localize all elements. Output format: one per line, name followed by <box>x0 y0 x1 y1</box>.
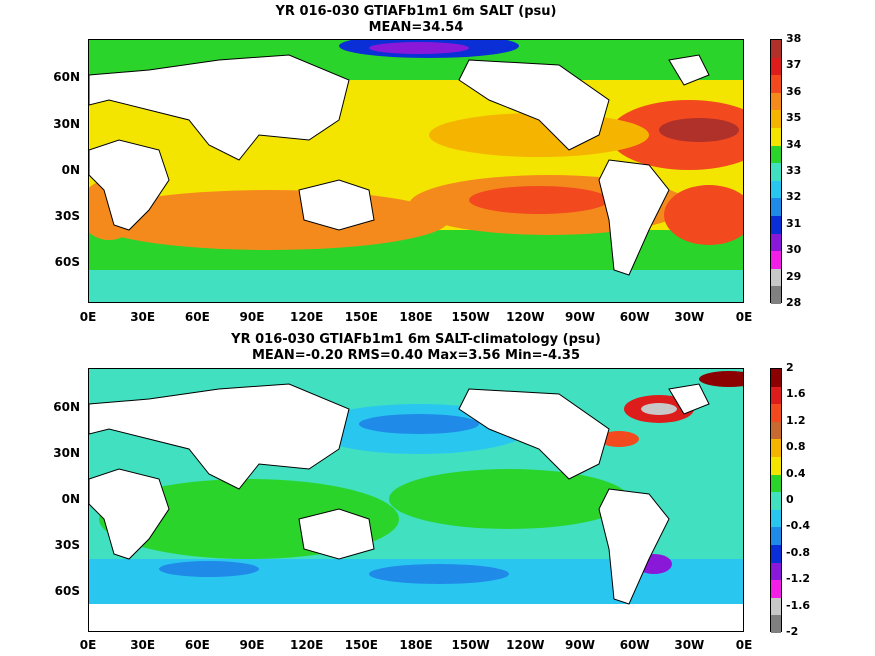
lat-label: 0N <box>61 492 80 506</box>
colorbar-swatch <box>771 198 781 216</box>
colorbar <box>770 39 782 304</box>
lon-label: 0E <box>79 638 97 652</box>
colorbar-label: 35 <box>786 111 802 125</box>
lat-label: 60N <box>53 400 80 414</box>
colorbar-swatch <box>771 456 781 475</box>
lat-label: 30S <box>54 209 80 223</box>
lon-label: 120E <box>290 638 324 652</box>
salinity-map <box>88 39 744 303</box>
lat-label: 60N <box>53 70 80 84</box>
colorbar-label: 30 <box>786 243 802 257</box>
lon-label: 150W <box>451 638 490 652</box>
colorbar-swatch <box>771 268 781 287</box>
colorbar <box>770 368 782 633</box>
lon-label: 0E <box>79 310 97 324</box>
colorbar-swatch <box>771 110 781 128</box>
colorbar-swatch <box>771 163 781 181</box>
colorbar-swatch <box>771 544 781 563</box>
lon-label: 180E <box>399 638 433 652</box>
colorbar-swatch <box>771 92 781 111</box>
colorbar-swatch <box>771 509 781 528</box>
lon-label: 90E <box>239 638 265 652</box>
colorbar-swatch <box>771 180 781 199</box>
colorbar-label: 1.6 <box>786 387 806 401</box>
colorbar-swatch <box>771 145 781 164</box>
lat-label: 30S <box>54 538 80 552</box>
lon-label: 120E <box>290 310 324 324</box>
colorbar-label: -0.8 <box>786 545 811 559</box>
lon-label: 0E <box>735 310 753 324</box>
anomaly-map <box>88 368 744 632</box>
colorbar-label: 32 <box>786 190 802 204</box>
colorbar-swatch <box>771 127 781 146</box>
colorbar-swatch <box>771 286 781 304</box>
colorbar-swatch <box>771 439 781 457</box>
lon-label: 180E <box>399 310 433 324</box>
colorbar-swatch <box>771 57 781 76</box>
colorbar-swatch <box>771 615 781 633</box>
lon-label: 90W <box>565 638 595 652</box>
colorbar-label: 36 <box>786 84 802 98</box>
lat-label: 60S <box>54 255 80 269</box>
lon-label: 30W <box>674 310 705 324</box>
colorbar-swatch <box>771 233 781 252</box>
lon-label: 120W <box>506 310 545 324</box>
colorbar-swatch <box>771 597 781 616</box>
colorbar-swatch <box>771 251 781 269</box>
colorbar-swatch <box>771 562 781 581</box>
colorbar-swatch <box>771 40 781 58</box>
colorbar-swatch <box>771 580 781 598</box>
colorbar-label: -1.6 <box>786 598 811 612</box>
panel2-subtitle: MEAN=-0.20 RMS=0.40 Max=3.56 Min=-4.35 <box>251 348 581 363</box>
lon-label: 60W <box>619 310 650 324</box>
colorbar-label: 1.2 <box>786 413 806 427</box>
colorbar-label: 38 <box>786 32 802 45</box>
lon-label: 150E <box>344 638 378 652</box>
colorbar-label: -0.4 <box>786 519 811 533</box>
lat-label: 30N <box>53 446 80 460</box>
colorbar-label: 0 <box>786 493 794 506</box>
lon-label: 90E <box>239 310 265 324</box>
colorbar-label: -2 <box>786 625 799 638</box>
lon-label: 120W <box>506 638 545 652</box>
colorbar-label: 0.8 <box>786 440 806 454</box>
colorbar-swatch <box>771 492 781 510</box>
lon-label: 60W <box>619 638 650 652</box>
panel1-title: YR 016-030 GTIAFb1m1 6m SALT (psu) <box>275 4 557 19</box>
colorbar-swatch <box>771 474 781 493</box>
lon-label: 30E <box>130 310 156 324</box>
panel2-title: YR 016-030 GTIAFb1m1 6m SALT-climatology… <box>231 332 601 347</box>
colorbar-swatch <box>771 404 781 422</box>
lon-label: 90W <box>565 310 595 324</box>
lat-label: 0N <box>61 163 80 177</box>
colorbar-swatch <box>771 215 781 234</box>
lon-label: 150W <box>451 310 490 324</box>
colorbar-label: 37 <box>786 58 802 72</box>
colorbar-swatch <box>771 386 781 405</box>
panel1-subtitle: MEAN=34.54 <box>368 20 464 35</box>
colorbar-label: 28 <box>786 296 802 309</box>
colorbar-label: 29 <box>786 269 802 283</box>
lon-label: 0E <box>735 638 753 652</box>
lat-label: 30N <box>53 117 80 131</box>
colorbar-label: 34 <box>786 137 802 151</box>
lon-label: 150E <box>344 310 378 324</box>
colorbar-label: 2 <box>786 361 794 374</box>
lat-label: 60S <box>54 584 80 598</box>
colorbar-swatch <box>771 75 781 93</box>
colorbar-label: -1.2 <box>786 572 811 586</box>
colorbar-label: 0.4 <box>786 466 806 480</box>
lon-label: 60E <box>184 310 210 324</box>
colorbar-label: 31 <box>786 216 802 230</box>
colorbar-swatch <box>771 527 781 545</box>
lon-label: 60E <box>184 638 210 652</box>
lon-label: 30E <box>130 638 156 652</box>
lon-label: 30W <box>674 638 705 652</box>
colorbar-label: 33 <box>786 164 802 177</box>
colorbar-swatch <box>771 369 781 387</box>
colorbar-swatch <box>771 421 781 440</box>
